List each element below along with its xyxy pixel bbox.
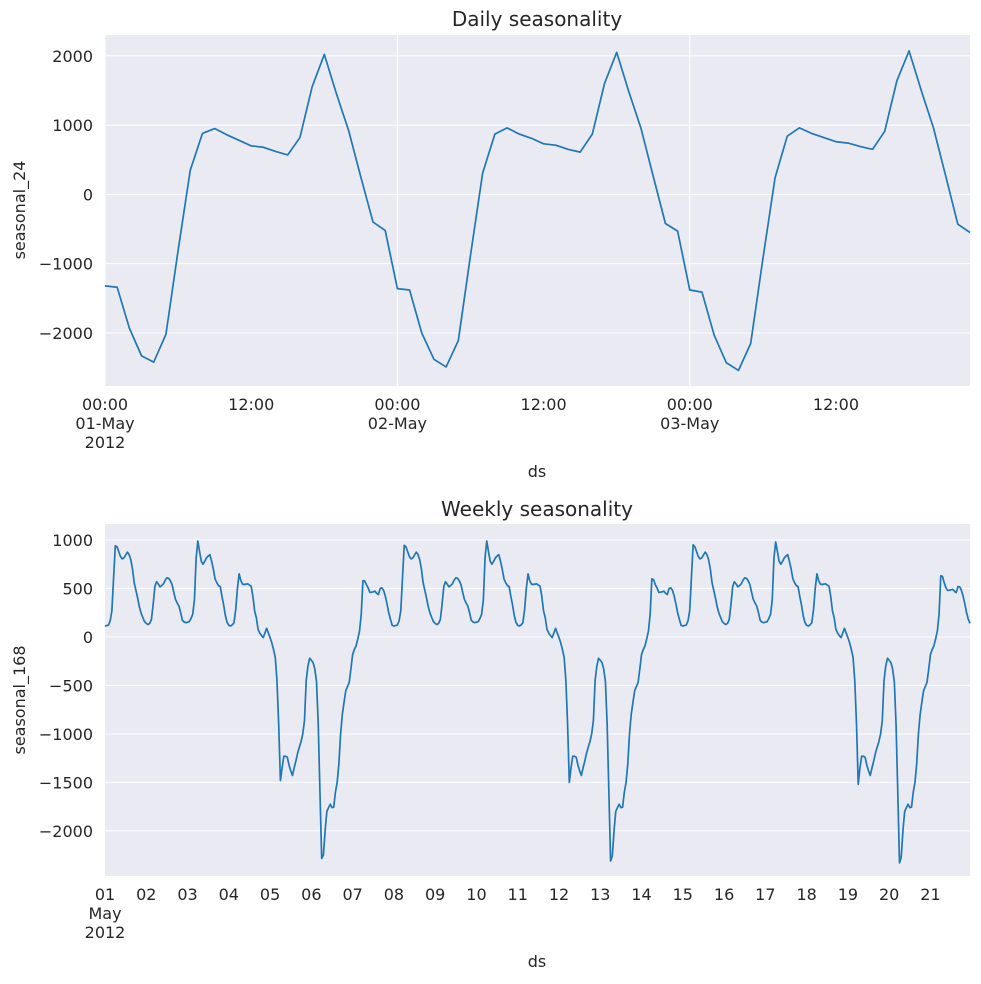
x-tick-label-line: 08 (384, 885, 404, 904)
x-tick-label-line: 01-May (75, 414, 134, 433)
x-tick-label-line: 21 (920, 885, 940, 904)
x-tick-label-line: 16 (714, 885, 734, 904)
x-tick-label: 07 (342, 885, 362, 904)
x-tick-label: 13 (590, 885, 610, 904)
x-tick-label: 02 (136, 885, 156, 904)
y-tick-label: −1000 (39, 725, 93, 744)
x-tick-label-line: 04 (219, 885, 239, 904)
x-tick-label-line: 15 (673, 885, 693, 904)
x-tick-label: 18 (796, 885, 816, 904)
x-tick-label: 12 (549, 885, 569, 904)
y-tick-label: 1000 (52, 531, 93, 550)
x-tick-label: 12:00 (521, 395, 567, 414)
x-tick-label-line: May (88, 904, 121, 923)
y-tick-label: −1500 (39, 773, 93, 792)
plot-background (105, 524, 970, 876)
x-tick-label-line: 18 (796, 885, 816, 904)
x-tick-label-line: 00:00 (667, 395, 713, 414)
x-tick-label: 03 (177, 885, 197, 904)
series-line (104, 540, 971, 864)
x-tick-label-line: 11 (508, 885, 528, 904)
x-tick-label-line: 02-May (368, 414, 427, 433)
x-tick-label-line: 00:00 (374, 395, 420, 414)
x-tick-label: 08 (384, 885, 404, 904)
x-tick-label-line: 17 (755, 885, 775, 904)
plot-background (105, 35, 970, 386)
plot-area (104, 35, 971, 386)
x-tick-label-line: 20 (879, 885, 899, 904)
x-tick-label-line: 12:00 (228, 395, 274, 414)
x-tick-label: 19 (838, 885, 858, 904)
x-tick-label-line: 07 (342, 885, 362, 904)
x-tick-label: 21 (920, 885, 940, 904)
chart-title: Weekly seasonality (441, 497, 633, 521)
x-tick-label-line: 12:00 (521, 395, 567, 414)
x-tick-label: 01 May 2012 (85, 885, 126, 942)
y-tick-label: 0 (83, 628, 93, 647)
x-tick-label: 20 (879, 885, 899, 904)
x-tick-label: 16 (714, 885, 734, 904)
x-tick-label-line: 12:00 (813, 395, 859, 414)
x-tick-label: 12:00 (813, 395, 859, 414)
daily-seasonality-chart: Daily seasonality ds seasonal_24 −2000 −1… (10, 7, 971, 481)
y-tick-label: 1000 (52, 116, 93, 135)
x-tick-label: 14 (631, 885, 651, 904)
y-tick-label: 500 (62, 579, 93, 598)
x-tick-label-line: 02 (136, 885, 156, 904)
x-tick-label-line: 2012 (85, 923, 126, 942)
x-tick-label-line: 05 (260, 885, 280, 904)
x-tick-label-line: 10 (466, 885, 486, 904)
x-tick-label-line: 01 (95, 885, 115, 904)
weekly-seasonality-chart: Weekly seasonality ds seasonal_168 −2000… (10, 497, 971, 971)
x-tick-label: 00:00 02-May (368, 395, 427, 433)
x-tick-label: 12:00 (228, 395, 274, 414)
x-tick-label: 10 (466, 885, 486, 904)
plot-area (104, 524, 971, 876)
x-tick-label: 00:00 01-May 2012 (75, 395, 134, 452)
x-tick-label-line: 12 (549, 885, 569, 904)
y-tick-label: −2000 (39, 324, 93, 343)
x-axis-label: ds (528, 952, 547, 971)
x-tick-label: 09 (425, 885, 445, 904)
x-tick-label-line: 06 (301, 885, 321, 904)
x-tick-label-line: 03 (177, 885, 197, 904)
x-tick-label: 15 (673, 885, 693, 904)
x-tick-label: 04 (219, 885, 239, 904)
x-tick-label-line: 2012 (85, 433, 126, 452)
x-tick-label: 06 (301, 885, 321, 904)
chart-title: Daily seasonality (452, 7, 622, 31)
x-axis-label: ds (528, 462, 547, 481)
y-tick-label: 2000 (52, 47, 93, 66)
x-tick-label: 17 (755, 885, 775, 904)
x-tick-label-line: 09 (425, 885, 445, 904)
series-line (104, 50, 971, 372)
y-tick-label: 0 (83, 185, 93, 204)
x-tick-label: 00:00 03-May (660, 395, 719, 433)
y-tick-label: −1000 (39, 255, 93, 274)
y-axis-label: seasonal_24 (10, 161, 30, 260)
x-tick-label-line: 03-May (660, 414, 719, 433)
y-axis-label: seasonal_168 (10, 645, 30, 754)
x-tick-label-line: 14 (631, 885, 651, 904)
y-tick-label: −2000 (39, 822, 93, 841)
y-tick-label: −500 (49, 676, 93, 695)
x-tick-label-line: 00:00 (82, 395, 128, 414)
x-tick-label: 05 (260, 885, 280, 904)
x-tick-label: 11 (508, 885, 528, 904)
x-tick-label-line: 19 (838, 885, 858, 904)
x-tick-label-line: 13 (590, 885, 610, 904)
